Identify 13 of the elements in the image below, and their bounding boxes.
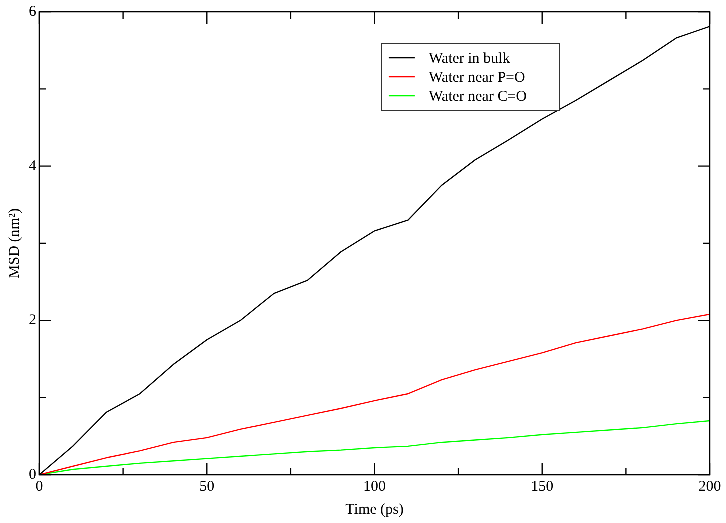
y-tick-label: 4	[29, 158, 37, 174]
x-tick-label: 200	[698, 478, 722, 495]
x-tick-label: 50	[200, 478, 215, 495]
y-tick-label: 2	[29, 312, 36, 329]
x-tick-label: 100	[364, 478, 386, 495]
y-axis-title: MSD (nm²)	[6, 208, 23, 278]
x-tick-label: 150	[531, 478, 554, 495]
x-axis-title: Time (ps)	[346, 502, 404, 518]
y-tick-label: 0	[29, 466, 36, 483]
legend-label: Water in bulk	[428, 50, 511, 67]
y-tick-label: 6	[29, 4, 37, 20]
legend-label: Water near C=O	[428, 88, 528, 105]
legend-label: Water near P=O	[428, 70, 526, 86]
